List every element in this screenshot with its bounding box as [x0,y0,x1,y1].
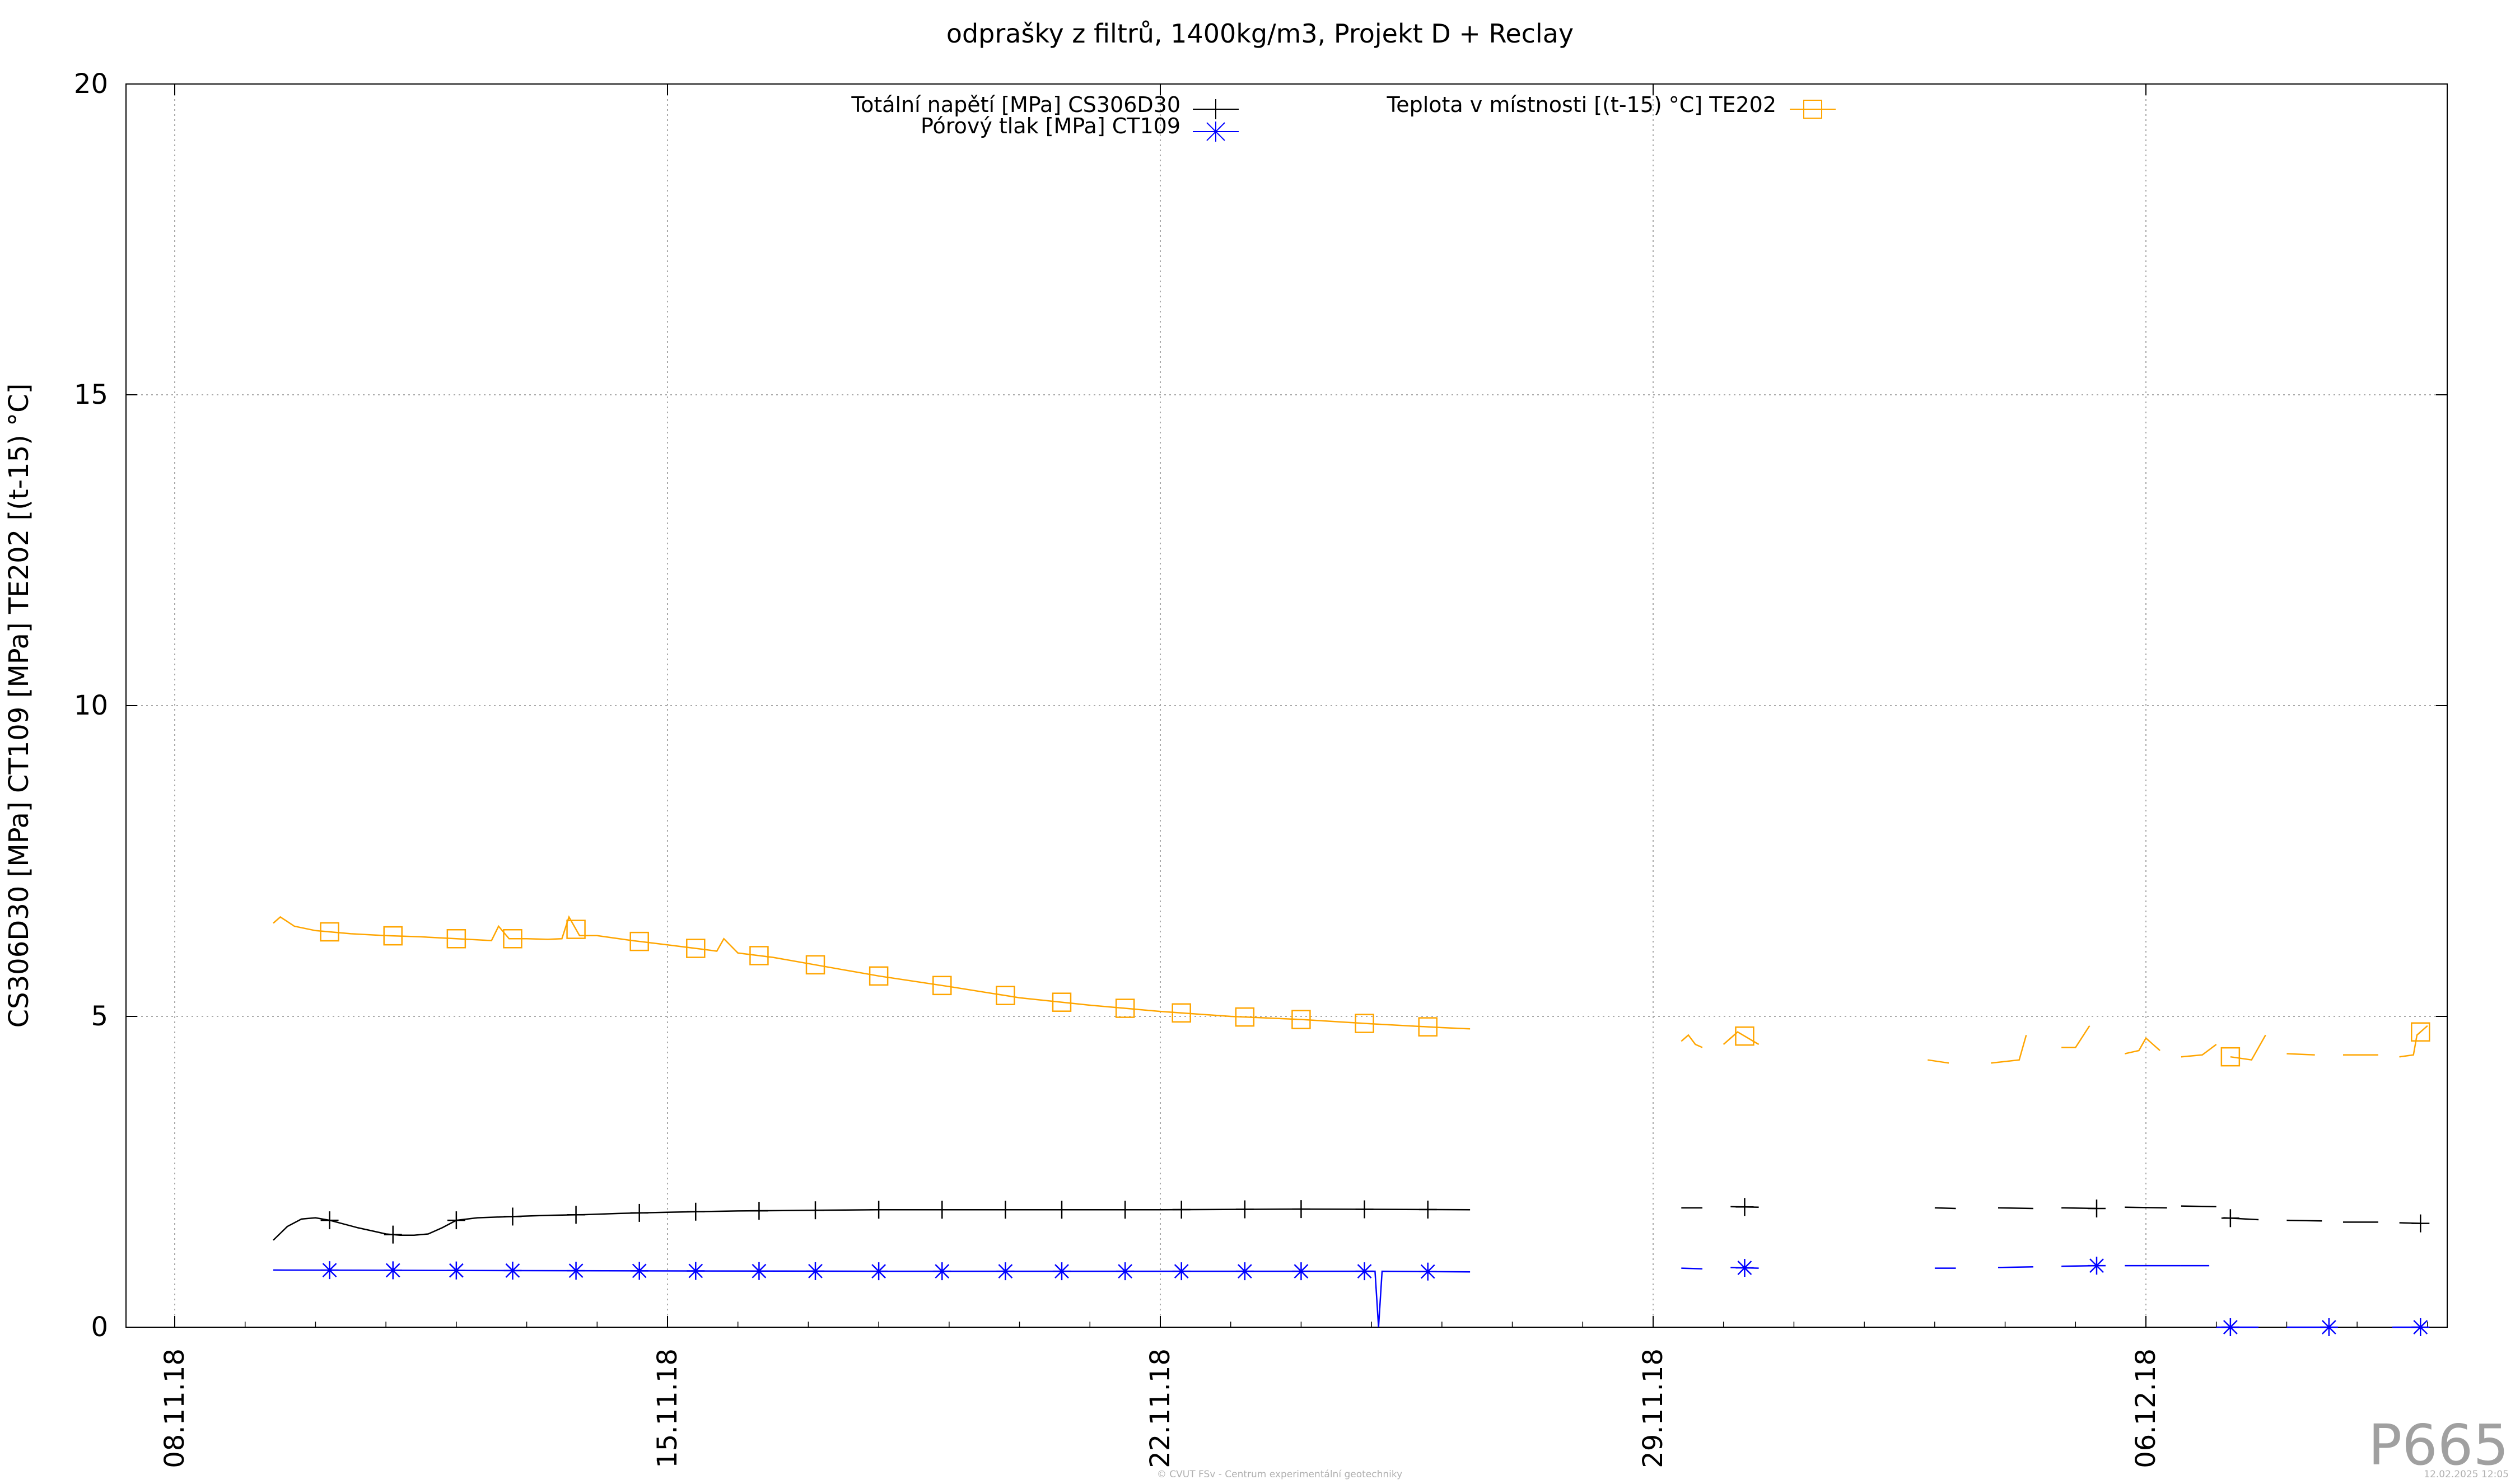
legend-swatch-total-stress [1193,99,1239,119]
legend-label-total-stress: Totální napětí [MPa] CS306D30 [851,92,1180,117]
y-tick-label: 0 [91,1312,108,1343]
square-marker [1115,998,1135,1018]
series-line-segment [1928,1059,1949,1064]
legend: Totální napětí [MPa] CS306D30 Pórový tla… [851,92,1836,142]
x-tick-label: 29.11.18 [1637,1348,1669,1468]
series-2 [273,915,2430,1067]
x-tick-label: 06.12.18 [2130,1348,2162,1468]
series-line-segment [1723,1031,1760,1046]
star-marker [322,1263,337,1278]
y-tick-label: 5 [91,1001,108,1032]
square-marker [629,931,649,951]
legend-swatch-room-temperature [1790,100,1836,119]
chart-title: odprašky z filtrů, 1400kg/m3, Projekt D … [946,18,1574,49]
star-marker [935,1264,950,1278]
y-axis-label: CS306D30 [MPa] CT109 [MPa] TE202 [(t-15)… [3,384,35,1028]
star-marker [385,1263,400,1278]
y-tick-label: 15 [74,379,108,410]
square-marker [320,922,339,942]
star-marker [1357,1264,1372,1278]
star-marker [1054,1264,1069,1278]
grid-lines [126,84,2447,1327]
series-line-segment [2181,1043,2217,1058]
star-marker [2089,1258,2104,1273]
x-tick-label: 22.11.18 [1145,1348,1176,1468]
star-marker [632,1263,647,1278]
square-marker [1735,1026,1754,1046]
star-marker [1174,1264,1189,1278]
square-marker [932,976,952,996]
square-marker [1052,992,1072,1012]
square-marker [749,946,769,965]
square-marker [503,929,522,949]
star-marker [1237,1264,1252,1278]
legend-label-room-temperature: Teplota v místnosti [(t-15) °C] TE202 [1386,92,1776,117]
square-marker [446,929,466,949]
square-marker [566,920,586,939]
square-marker [1291,1010,1311,1029]
square-marker [1235,1007,1255,1027]
series-line-segment [2125,1037,2160,1054]
y-tick-label: 20 [74,68,108,100]
star-marker [449,1263,464,1278]
series-line-segment [2286,1053,2315,1056]
series-1 [273,1257,2430,1336]
x-tick-label: 08.11.18 [159,1348,190,1468]
star-marker [1118,1264,1133,1278]
square-marker [1172,1003,1191,1023]
square-marker [805,955,825,975]
series-layer [273,915,2430,1336]
star-marker [688,1263,703,1278]
legend-label-pore-pressure: Pórový tlak [MPa] CT109 [921,114,1180,138]
star-marker [1420,1264,1435,1279]
series-line-segment [2399,1025,2428,1058]
x-tick-label: 15.11.18 [652,1348,683,1468]
square-marker [1355,1014,1374,1033]
square-marker [383,926,403,946]
star-marker [1294,1264,1309,1278]
watermark-code: P665 [2368,1412,2509,1478]
series-line-segment [2061,1025,2090,1048]
square-marker [2220,1047,2241,1067]
star-marker [1737,1261,1752,1275]
series-line-segment [1681,1034,1703,1048]
square-marker [1418,1017,1438,1037]
series-line-segment [1991,1034,2027,1064]
series-line-segment [1681,1267,1703,1270]
star-marker [2223,1320,2238,1334]
series-line-segment [273,1269,1471,1328]
square-marker [869,966,889,986]
star-marker [752,1263,767,1278]
footer-credit: © CVUT FSv - Centrum experimentální geot… [1157,1469,1402,1480]
square-marker [2411,1022,2430,1042]
series-line-segment [2181,1205,2216,1207]
star-marker [871,1264,886,1278]
star-marker [2321,1320,2336,1334]
series-line-segment [2286,1219,2322,1222]
star-marker [808,1264,823,1278]
series-line-segment [273,915,1471,1030]
star-marker [568,1263,584,1278]
y-tick-label: 10 [74,690,108,721]
series-line-segment [2125,1206,2167,1209]
footer-timestamp: 12.02.2025 12:05 [2424,1469,2509,1480]
series-0 [273,1198,2430,1244]
star-marker [2413,1320,2428,1334]
axis-ticks: 0 5 10 15 20 08.11.18 15.11.18 22.11.18 29.11.18… [74,68,2447,1468]
legend-swatch-pore-pressure [1193,122,1239,142]
square-marker [996,986,1015,1005]
star-marker [998,1264,1013,1278]
series-line-segment [273,1208,1471,1241]
square-marker [686,939,706,958]
series-line-segment [2230,1034,2266,1061]
star-marker [505,1263,520,1278]
